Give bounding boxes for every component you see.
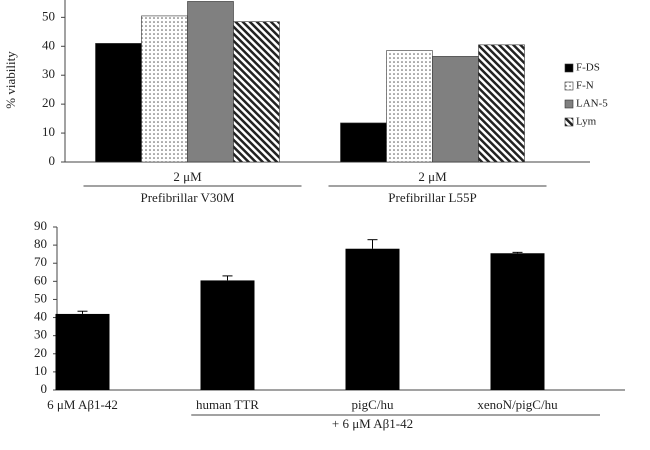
bar [200,280,255,390]
y-tick-label: 40 [42,37,55,52]
y-tick-label: 90 [34,218,47,233]
concentration-label: 2 μM [173,169,202,184]
x-tick-label: pigC/hu [352,397,394,412]
legend-swatch [564,81,574,91]
y-tick-label: 10 [34,363,47,378]
bar [386,50,433,163]
x-tick-label: Prefibrillar L55P [388,190,476,205]
legend-label: Lym [576,116,597,128]
x-tick-label: human TTR [196,397,259,412]
bar [55,313,110,390]
legend-label: F-DS [576,62,600,74]
bar [478,44,525,163]
y-tick-label: 50 [34,290,47,305]
y-tick-label: 30 [34,327,47,342]
y-axis-label: % viability [3,51,18,109]
y-tick-label: 20 [34,345,47,360]
y-tick-label: 0 [49,153,56,168]
y-tick-label: 0 [41,381,48,396]
y-tick-label: 80 [34,236,47,251]
bar [233,21,280,163]
bar [187,1,234,163]
bar [340,122,387,163]
x-tick-label: xenoN/pigC/hu [477,397,558,412]
y-tick-label: 50 [42,8,55,23]
legend-swatch [564,63,574,73]
y-tick-label: 70 [34,254,47,269]
x-tick-label: 6 μM Aβ1-42 [47,397,118,412]
x-tick-label: Prefibrillar V30M [141,190,235,205]
legend-swatch [564,99,574,109]
bar [345,248,400,390]
y-tick-label: 40 [34,309,47,324]
y-tick-label: 60 [34,272,47,287]
legend-swatch [564,117,574,127]
bar [95,43,142,163]
bar [490,253,545,390]
legend-label: F-N [576,80,594,92]
concentration-label: 2 μM [418,169,447,184]
bar [432,56,479,163]
bar [141,15,188,163]
y-tick-label: 30 [42,66,55,81]
y-tick-label: 20 [42,95,55,110]
legend-label: LAN-5 [576,98,608,110]
y-tick-label: 10 [42,124,55,139]
group-label: + 6 μM Aβ1-42 [332,416,413,431]
